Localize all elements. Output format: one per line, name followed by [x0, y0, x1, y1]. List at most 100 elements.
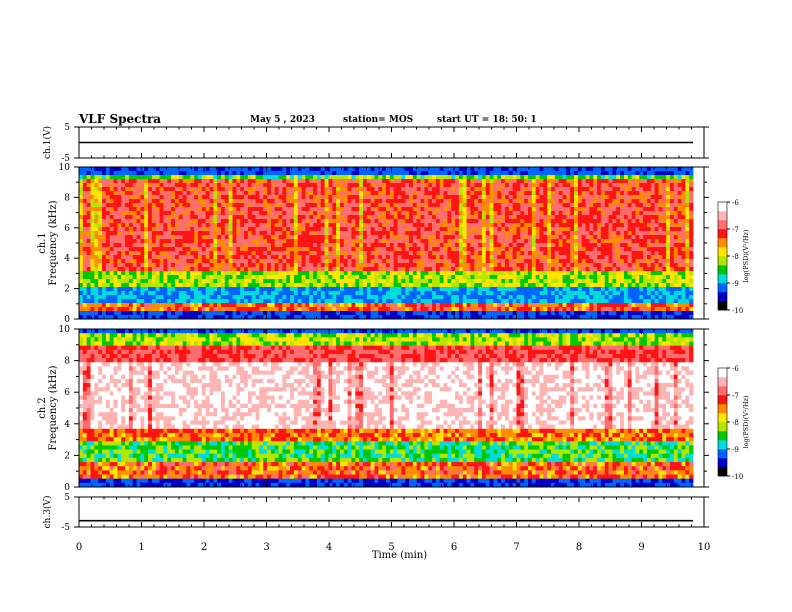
- spectrogram-cell: [451, 195, 456, 200]
- spectrogram-cell: [109, 191, 114, 196]
- spectrogram-cell: [163, 207, 168, 212]
- spectrogram-cell: [82, 227, 88, 232]
- spectrogram-cell: [474, 247, 479, 252]
- spectrogram-cell: [420, 227, 425, 232]
- spectrogram-cell: [512, 175, 517, 180]
- spectrogram-cell: [86, 199, 91, 204]
- spectrogram-cell: [182, 175, 187, 180]
- spectrogram-cell: [543, 191, 548, 196]
- spectrogram-cell: [451, 283, 456, 288]
- spectrogram-cell: [320, 199, 325, 204]
- spectrogram-cell: [466, 187, 471, 192]
- spectrogram-cell: [232, 223, 237, 228]
- spectrogram-cell: [82, 283, 88, 288]
- spectrogram-cell: [316, 227, 322, 232]
- spectrogram-cell: [301, 187, 306, 192]
- spectrogram-cell: [366, 171, 372, 176]
- spectrogram-cell: [86, 223, 91, 228]
- spectrogram-cell: [443, 255, 448, 260]
- spectrogram-cell: [190, 235, 195, 240]
- spectrogram-cell: [128, 227, 134, 232]
- spectrogram-cell: [566, 223, 571, 228]
- spectrogram-cell: [443, 215, 448, 220]
- spectrogram-cell: [155, 243, 160, 248]
- spectrogram-cell: [393, 167, 398, 172]
- spectrogram-cell: [90, 223, 95, 228]
- spectrogram-cell: [451, 179, 456, 184]
- spectrogram-cell: [466, 215, 471, 220]
- spectrogram-cell: [389, 267, 395, 272]
- spectrogram-cell: [197, 231, 203, 236]
- spectrogram-cell: [566, 191, 571, 196]
- spectrogram-cell: [328, 251, 333, 256]
- spectrogram-cell: [297, 275, 302, 280]
- spectrogram-cell: [409, 307, 414, 312]
- spectrogram-cell: [374, 283, 379, 288]
- spectrogram-cell: [370, 299, 375, 304]
- spectrogram-cell: [531, 243, 537, 248]
- spectrogram-cell: [194, 175, 199, 180]
- spectrogram-cell: [174, 295, 180, 300]
- spectrogram-cell: [163, 187, 168, 192]
- spectrogram-cell: [504, 299, 510, 304]
- spectrogram-cell: [128, 267, 134, 272]
- spectrogram-cell: [217, 175, 222, 180]
- spectrogram-cell: [290, 307, 295, 312]
- spectrogram-cell: [324, 171, 329, 176]
- spectrogram-cell: [508, 167, 514, 172]
- spectrogram-cell: [102, 239, 107, 244]
- spectrogram-cell: [305, 283, 310, 288]
- spectrogram-cell: [274, 263, 279, 268]
- spectrogram-cell: [86, 195, 91, 200]
- spectrogram-cell: [105, 215, 111, 220]
- spectrogram-cell: [217, 215, 222, 220]
- spectrogram-cell: [343, 199, 349, 204]
- spectrogram-cell: [351, 271, 356, 276]
- spectrogram-cell: [128, 235, 134, 240]
- spectrogram-cell: [370, 311, 375, 316]
- spectrogram-cell: [520, 231, 525, 236]
- spectrogram-cell: [209, 271, 214, 276]
- spectrogram-cell: [439, 203, 444, 208]
- spectrogram-cell: [366, 311, 372, 316]
- spectrogram-cell: [535, 183, 540, 188]
- spectrogram-cell: [554, 263, 560, 268]
- spectrogram-cell: [439, 235, 444, 240]
- spectrogram-cell: [140, 291, 145, 296]
- spectrogram-cell: [278, 307, 283, 312]
- spectrogram-cell: [581, 223, 586, 228]
- spectrogram-cell: [209, 231, 214, 236]
- spectrogram-cell: [524, 259, 529, 264]
- spectrogram-cell: [316, 199, 322, 204]
- spectrogram-cell: [197, 271, 203, 276]
- spectrogram-cell: [474, 195, 479, 200]
- spectrogram-cell: [439, 259, 444, 264]
- spectrogram-cell: [351, 295, 356, 300]
- spectrogram-cell: [182, 295, 187, 300]
- spectrogram-cell: [224, 211, 230, 216]
- spectrogram-cell: [82, 207, 88, 212]
- spectrogram-cell: [244, 195, 249, 200]
- spectrogram-cell: [159, 207, 164, 212]
- spectrogram-cell: [524, 271, 529, 276]
- spectrogram-cell: [343, 247, 349, 252]
- spectrogram-cell: [339, 171, 345, 176]
- spectrogram-cell: [397, 231, 402, 236]
- spectrogram-cell: [428, 263, 433, 268]
- spectrogram-cell: [328, 267, 333, 272]
- spectrogram-cell: [416, 231, 421, 236]
- spectrogram-cell: [163, 223, 168, 228]
- spectrogram-cell: [397, 291, 402, 296]
- spectrogram-cell: [508, 231, 514, 236]
- spectrogram-cell: [512, 239, 517, 244]
- spectrogram-cell: [270, 295, 276, 300]
- spectrogram-cell: [144, 215, 149, 220]
- spectrogram-cell: [531, 227, 537, 232]
- spectrogram-cell: [370, 259, 375, 264]
- spectrogram-cell: [125, 267, 130, 272]
- spectrogram-cell: [79, 235, 84, 240]
- spectrogram-cell: [389, 179, 395, 184]
- spectrogram-cell: [574, 271, 579, 276]
- spectrogram-cell: [309, 215, 314, 220]
- spectrogram-cell: [278, 291, 283, 296]
